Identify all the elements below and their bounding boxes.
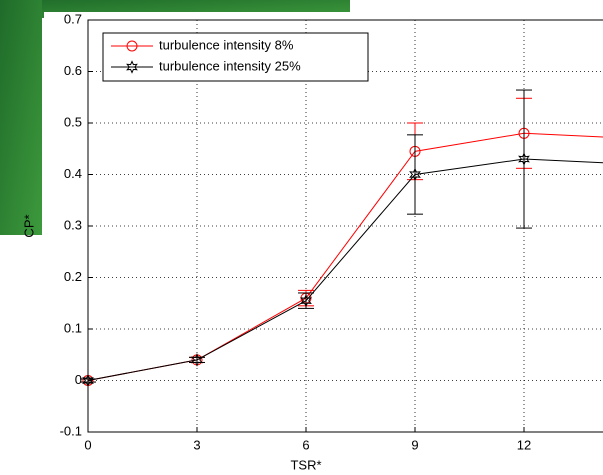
y-tick-label: 0.1: [64, 320, 82, 335]
x-tick-label: 0: [84, 437, 91, 452]
x-tick-label: 3: [193, 437, 200, 452]
x-tick-label: 6: [302, 437, 309, 452]
legend-marker: [126, 40, 138, 52]
y-tick-label: 0.4: [64, 166, 82, 181]
y-axis-label: CP*: [21, 214, 36, 237]
legend-label: turbulence intensity 25%: [159, 58, 301, 73]
y-tick-label: 0.3: [64, 217, 82, 232]
y-tick-label: 0.5: [64, 114, 82, 129]
y-tick-label: 0: [75, 372, 82, 387]
marker: [300, 293, 312, 308]
x-tick-label: 12: [517, 437, 531, 452]
y-tick-label: 0.2: [64, 269, 82, 284]
y-tick-label: 0.6: [64, 63, 82, 78]
plot-area: [88, 20, 603, 432]
marker: [518, 152, 530, 166]
legend-label: turbulence intensity 8%: [159, 37, 294, 52]
legend-marker: [126, 60, 138, 74]
marker: [82, 373, 94, 388]
x-axis-label: TSR*: [290, 457, 321, 472]
y-tick-label: -0.1: [60, 423, 82, 438]
marker: [409, 167, 421, 182]
y-tick-label: 0.7: [64, 11, 82, 26]
x-tick-label: 9: [411, 437, 418, 452]
legend-box: [102, 32, 369, 82]
axes-box: [87, 19, 603, 433]
marker: [191, 353, 203, 367]
series-line: [87, 158, 603, 381]
background-image: [0, 0, 42, 235]
